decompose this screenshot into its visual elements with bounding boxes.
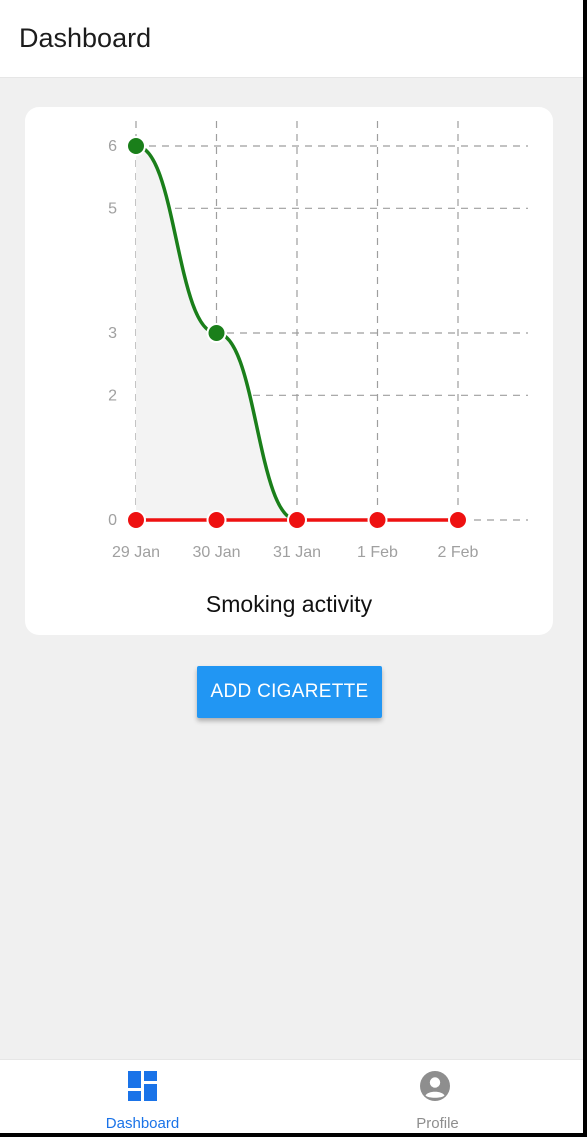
tab-label-profile: Profile: [416, 1115, 459, 1132]
y-tick-label: 3: [108, 325, 117, 342]
account-circle-icon: [420, 1071, 450, 1101]
chart-caption: Smoking activity: [205, 591, 373, 617]
y-tick-label: 0: [108, 512, 117, 529]
tab-label-dashboard: Dashboard: [105, 1115, 180, 1132]
x-tick-label: 1 Feb: [357, 544, 398, 561]
y-tick-label: 5: [108, 200, 117, 217]
add-cigarette-button[interactable]: ADD CIGARETTE: [197, 666, 382, 718]
x-tick-label: 31 Jan: [273, 544, 321, 561]
tab-dashboard[interactable]: Dashboard: [0, 1060, 291, 1133]
green-data-point: [126, 136, 146, 156]
x-tick-label: 30 Jan: [192, 544, 240, 561]
page-title: Dashboard: [19, 23, 152, 53]
bottom-tab-bar: Dashboard Profile: [0, 1059, 583, 1133]
red-data-point: [126, 510, 146, 530]
smoking-chart: 0 2 3 5 6 29 Jan 30 Jan 31 Jan 1 Feb 2 Feb: [108, 121, 528, 561]
x-tick-label: 29 Jan: [112, 544, 160, 561]
x-tick-label: 2 Feb: [438, 544, 479, 561]
chart-card: 0 2 3 5 6 29 Jan 30 Jan 31 Jan 1 Feb 2 Feb Smokin…: [25, 107, 553, 635]
y-tick-label: 6: [108, 138, 117, 155]
red-data-point: [287, 510, 307, 530]
tab-profile[interactable]: Profile: [292, 1060, 583, 1133]
dashboard-icon: [128, 1071, 157, 1101]
red-data-point: [367, 510, 388, 530]
green-data-point: [206, 323, 227, 343]
red-data-point: [448, 510, 468, 530]
red-data-point: [206, 510, 227, 530]
y-tick-label: 2: [108, 387, 117, 404]
app-header: Dashboard: [0, 0, 583, 78]
